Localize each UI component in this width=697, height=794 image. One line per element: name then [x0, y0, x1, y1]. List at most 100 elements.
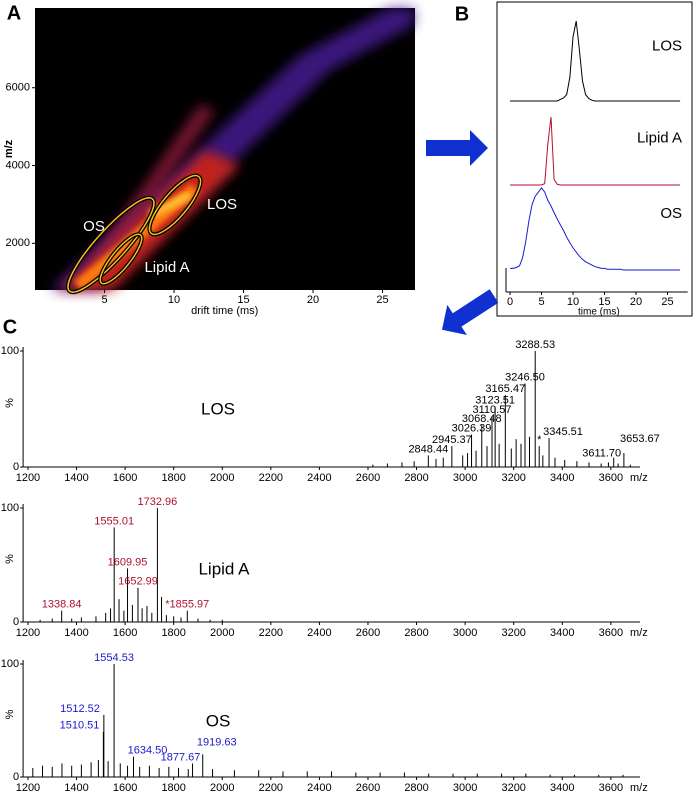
panel-label: B — [455, 3, 469, 25]
x-tick-label: 2000 — [210, 627, 234, 639]
x-tick-label: 2200 — [259, 472, 283, 484]
x-tick-label: 3600 — [599, 627, 623, 639]
y-axis-label: % — [4, 554, 16, 564]
x-axis-label: drift time (ms) — [191, 305, 258, 317]
lipid-a-region-inner — [99, 233, 143, 285]
x-tick-label: 20 — [307, 294, 319, 306]
peak-label: 1877.67 — [161, 751, 201, 763]
y-tick-label: 6000 — [6, 82, 30, 94]
x-tick-label: 3600 — [599, 472, 623, 484]
trace-name: OS — [660, 205, 682, 222]
x-tick-label: 3200 — [501, 627, 525, 639]
x-tick-label: 5 — [538, 296, 544, 308]
x-tick-label: 2400 — [307, 472, 331, 484]
peak-label: 3653.67 — [620, 433, 660, 445]
os-region-inner — [67, 197, 155, 293]
y-tick-label: 100 — [1, 502, 19, 514]
x-tick-label: 10 — [168, 294, 180, 306]
y-axis-label: % — [4, 398, 16, 408]
x-tick-label: 3400 — [550, 627, 574, 639]
x-tick-label: 15 — [237, 294, 249, 306]
x-tick-label: 2600 — [356, 472, 380, 484]
y-tick-label: 0 — [13, 771, 19, 783]
x-tick-label: 3200 — [501, 782, 525, 794]
arrow — [426, 130, 488, 166]
x-tick-label: 3400 — [550, 472, 574, 484]
x-tick-label: 1800 — [161, 472, 185, 484]
peak-label: 1555.01 — [94, 515, 134, 527]
peak-label: *1855.97 — [165, 599, 209, 611]
peak-label: 3246.50 — [505, 371, 545, 383]
x-tick-label: 1600 — [113, 472, 137, 484]
peak-label: 2945.37 — [432, 434, 472, 446]
x-tick-label: 1400 — [64, 627, 88, 639]
x-tick-label: 2200 — [259, 782, 283, 794]
peak-label: * — [537, 434, 542, 446]
x-tick-label: 1200 — [16, 627, 40, 639]
panel-b-frame — [496, 1, 693, 317]
x-tick-label: 2400 — [307, 782, 331, 794]
peak-label: 1554.53 — [94, 652, 134, 664]
x-tick-label: 5 — [101, 294, 107, 306]
x-tick-label: 2400 — [307, 627, 331, 639]
x-tick-label: 1800 — [161, 782, 185, 794]
spectrum-title: OS — [206, 711, 231, 730]
peak-label: 1919.63 — [197, 736, 237, 748]
x-axis-label: m/z — [630, 627, 648, 639]
y-tick-label: 100 — [1, 658, 19, 670]
peak-label: 1609.95 — [108, 556, 148, 568]
y-tick-label: 2000 — [6, 237, 30, 249]
x-tick-label: 1400 — [64, 782, 88, 794]
peak-label: 1732.96 — [138, 496, 178, 508]
y-tick-label: 0 — [13, 461, 19, 473]
peak-label: 1510.51 — [60, 720, 100, 732]
x-tick-label: 1200 — [16, 782, 40, 794]
x-tick-label: 3000 — [453, 627, 477, 639]
x-tick-label: 3000 — [453, 782, 477, 794]
y-tick-label: 4000 — [6, 159, 30, 171]
panel-label: A — [7, 2, 21, 24]
peak-label: 3288.53 — [515, 339, 555, 351]
x-tick-label: 15 — [598, 296, 610, 308]
y-tick-label: 0 — [13, 616, 19, 628]
x-tick-label: 2600 — [356, 782, 380, 794]
x-tick-label: 25 — [661, 296, 673, 308]
x-tick-label: 1800 — [161, 627, 185, 639]
x-axis-label: time (ms) — [578, 307, 620, 318]
region-label: LOS — [207, 196, 237, 213]
x-axis-label: m/z — [630, 782, 648, 794]
x-tick-label: 1600 — [113, 782, 137, 794]
peak-label: 1634.50 — [128, 745, 168, 757]
x-axis-label: m/z — [630, 472, 648, 484]
arrow-b-to-c — [442, 289, 499, 336]
peak-label: 3165.47 — [485, 383, 525, 395]
los-region-inner — [148, 174, 202, 236]
peak-label: 3611.70 — [582, 448, 621, 460]
arrow — [442, 289, 499, 336]
x-tick-label: 1600 — [113, 627, 137, 639]
trace — [510, 116, 681, 186]
x-tick-label: 1200 — [16, 472, 40, 484]
panel-label: C — [3, 316, 17, 338]
x-tick-label: 20 — [630, 296, 642, 308]
x-tick-label: 0 — [507, 296, 513, 308]
peak-label: 1512.52 — [60, 703, 100, 715]
peak-label: 1338.84 — [42, 599, 82, 611]
peak-label: 1652.99 — [118, 576, 158, 588]
x-tick-label: 3000 — [453, 472, 477, 484]
spectrum-title: LOS — [201, 399, 235, 418]
x-tick-label: 2000 — [210, 782, 234, 794]
peak-label: 2848.44 — [408, 443, 448, 455]
trace-name: LOS — [652, 38, 682, 55]
peak-label: 3110.57 — [473, 404, 512, 416]
x-tick-label: 25 — [376, 294, 388, 306]
x-tick-label: 2800 — [404, 627, 428, 639]
region-label: OS — [83, 218, 105, 235]
spectrum-title: Lipid A — [198, 559, 250, 578]
trace-name: Lipid A — [637, 130, 682, 147]
peak-label: 3123.51 — [475, 395, 515, 407]
x-tick-label: 3400 — [550, 782, 574, 794]
x-tick-label: 10 — [567, 296, 579, 308]
arrow-a-to-b — [426, 130, 488, 166]
